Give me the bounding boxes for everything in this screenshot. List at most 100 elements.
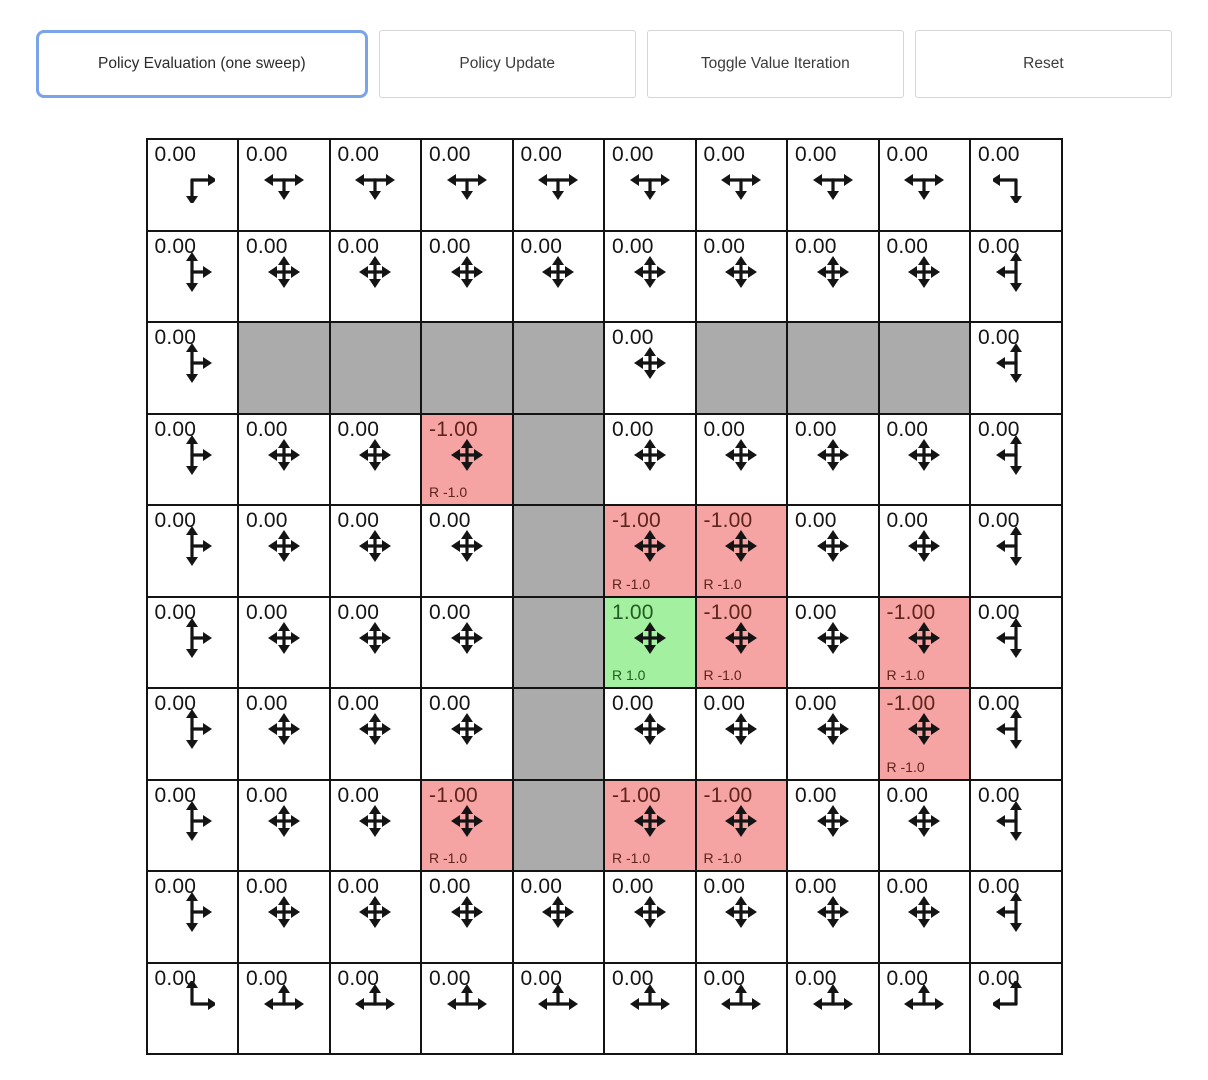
cell-value: 0.00 [154,692,197,715]
grid-cell-r5-c0[interactable]: 0.00 [147,597,237,687]
grid-cell-r3-c6[interactable]: 0.00 [696,414,786,504]
grid-cell-r1-c7[interactable]: 0.00 [788,231,878,321]
grid-cell-r5-c9[interactable]: 0.00 [971,597,1061,687]
grid-cell-r4-c1[interactable]: 0.00 [239,506,329,596]
grid-cell-r7-c9[interactable]: 0.00 [971,780,1061,870]
policy-update-button[interactable]: Policy Update [378,30,636,98]
grid-cell-r9-c3[interactable]: 0.00 [422,963,512,1053]
grid-cell-r6-c8[interactable]: -1.00 R -1.0 [879,689,969,779]
grid-cell-r8-c4[interactable]: 0.00 [513,872,603,962]
grid-cell-r4-c9[interactable]: 0.00 [971,506,1061,596]
grid-cell-r0-c6[interactable]: 0.00 [696,140,786,230]
grid-cell-r3-c2[interactable]: 0.00 [330,414,420,504]
cell-value: 0.00 [337,875,380,898]
grid-cell-r5-c7[interactable]: 0.00 [788,597,878,687]
grid-cell-r0-c1[interactable]: 0.00 [239,140,329,230]
grid-cell-r1-c6[interactable]: 0.00 [696,231,786,321]
grid-cell-r7-c3[interactable]: -1.00 R -1.0 [422,780,512,870]
grid-cell-r1-c9[interactable]: 0.00 [971,231,1061,321]
grid-cell-r8-c3[interactable]: 0.00 [422,872,512,962]
grid-cell-r8-c2[interactable]: 0.00 [330,872,420,962]
grid-cell-r6-c9[interactable]: 0.00 [971,689,1061,779]
grid-cell-r8-c5[interactable]: 0.00 [605,872,695,962]
grid-cell-r4-c5[interactable]: -1.00 R -1.0 [605,506,695,596]
grid-cell-r3-c5[interactable]: 0.00 [605,414,695,504]
grid-cell-r2-c9[interactable]: 0.00 [971,323,1061,413]
grid-cell-r7-c6[interactable]: -1.00 R -1.0 [696,780,786,870]
grid-cell-r3-c9[interactable]: 0.00 [971,414,1061,504]
grid-cell-r3-c1[interactable]: 0.00 [239,414,329,504]
grid-cell-r7-c0[interactable]: 0.00 [147,780,237,870]
grid-cell-r0-c3[interactable]: 0.00 [422,140,512,230]
grid-cell-r9-c4[interactable]: 0.00 [513,963,603,1053]
grid-cell-r6-c7[interactable]: 0.00 [788,689,878,779]
grid-cell-r6-c2[interactable]: 0.00 [330,689,420,779]
grid-cell-r1-c8[interactable]: 0.00 [879,231,969,321]
grid-cell-r9-c7[interactable]: 0.00 [788,963,878,1053]
grid-cell-r9-c6[interactable]: 0.00 [696,963,786,1053]
toggle-value-iteration-button[interactable]: Toggle Value Iteration [646,30,904,98]
grid-cell-r4-c2[interactable]: 0.00 [330,506,420,596]
grid-cell-r1-c2[interactable]: 0.00 [330,231,420,321]
grid-cell-r0-c0[interactable]: 0.00 [147,140,237,230]
cell-value: 0.00 [429,143,471,166]
grid-cell-r8-c9[interactable]: 0.00 [971,872,1061,962]
grid-cell-r9-c8[interactable]: 0.00 [879,963,969,1053]
grid-cell-r4-c7[interactable]: 0.00 [788,506,878,596]
grid-cell-r4-c8[interactable]: 0.00 [879,506,969,596]
grid-cell-r9-c0[interactable]: 0.00 [147,963,237,1053]
grid-cell-r3-c7[interactable]: 0.00 [788,414,878,504]
cell-value: 0.00 [429,234,471,258]
grid-cell-r7-c8[interactable]: 0.00 [879,780,969,870]
grid-cell-r8-c0[interactable]: 0.00 [147,872,237,962]
grid-cell-r1-c0[interactable]: 0.00 [147,231,237,321]
policy-arrows-icon [992,980,1022,1010]
grid-cell-r2-c0[interactable]: 0.00 [147,323,237,413]
grid-cell-r5-c1[interactable]: 0.00 [239,597,329,687]
grid-cell-r9-c1[interactable]: 0.00 [239,963,329,1053]
grid-cell-r5-c8[interactable]: -1.00 R -1.0 [879,597,969,687]
grid-cell-r9-c5[interactable]: 0.00 [605,963,695,1053]
grid-cell-r0-c4[interactable]: 0.00 [513,140,603,230]
grid-cell-r0-c7[interactable]: 0.00 [788,140,878,230]
grid-cell-r1-c4[interactable]: 0.00 [513,231,603,321]
grid-cell-r6-c1[interactable]: 0.00 [239,689,329,779]
grid-cell-r5-c5[interactable]: 1.00 R 1.0 [605,597,695,687]
policy-evaluation-button[interactable]: Policy Evaluation (one sweep) [36,30,368,98]
grid-cell-r0-c2[interactable]: 0.00 [330,140,420,230]
grid-cell-r0-c8[interactable]: 0.00 [879,140,969,230]
cell-value: 0.00 [154,417,197,441]
grid-cell-r8-c1[interactable]: 0.00 [239,872,329,962]
grid-cell-r8-c6[interactable]: 0.00 [696,872,786,962]
grid-cell-r7-c2[interactable]: 0.00 [330,780,420,870]
grid-cell-r9-c2[interactable]: 0.00 [330,963,420,1053]
grid-cell-r2-c5[interactable]: 0.00 [605,323,695,413]
grid-cell-r1-c5[interactable]: 0.00 [605,231,695,321]
grid-cell-r7-c7[interactable]: 0.00 [788,780,878,870]
grid-cell-r6-c6[interactable]: 0.00 [696,689,786,779]
grid-cell-r8-c7[interactable]: 0.00 [788,872,878,962]
grid-cell-r5-c6[interactable]: -1.00 R -1.0 [696,597,786,687]
grid-cell-r5-c3[interactable]: 0.00 [422,597,512,687]
grid-cell-r0-c9[interactable]: 0.00 [971,140,1061,230]
grid-cell-r6-c0[interactable]: 0.00 [147,689,237,779]
reset-button[interactable]: Reset [914,30,1172,98]
grid-cell-r1-c3[interactable]: 0.00 [422,231,512,321]
grid-cell-r6-c4 [513,689,603,779]
grid-cell-r8-c8[interactable]: 0.00 [879,872,969,962]
grid-cell-r7-c1[interactable]: 0.00 [239,780,329,870]
grid-cell-r0-c5[interactable]: 0.00 [605,140,695,230]
grid-cell-r9-c9[interactable]: 0.00 [971,963,1061,1053]
grid-cell-r6-c3[interactable]: 0.00 [422,689,512,779]
cell-value: 0.00 [978,417,1020,441]
grid-cell-r1-c1[interactable]: 0.00 [239,231,329,321]
grid-cell-r6-c5[interactable]: 0.00 [605,689,695,779]
grid-cell-r4-c0[interactable]: 0.00 [147,506,237,596]
grid-cell-r3-c3[interactable]: -1.00 R -1.0 [422,414,512,504]
grid-cell-r7-c5[interactable]: -1.00 R -1.0 [605,780,695,870]
grid-cell-r5-c2[interactable]: 0.00 [330,597,420,687]
grid-cell-r3-c8[interactable]: 0.00 [879,414,969,504]
grid-cell-r4-c6[interactable]: -1.00 R -1.0 [696,506,786,596]
grid-cell-r3-c0[interactable]: 0.00 [147,414,237,504]
grid-cell-r4-c3[interactable]: 0.00 [422,506,512,596]
